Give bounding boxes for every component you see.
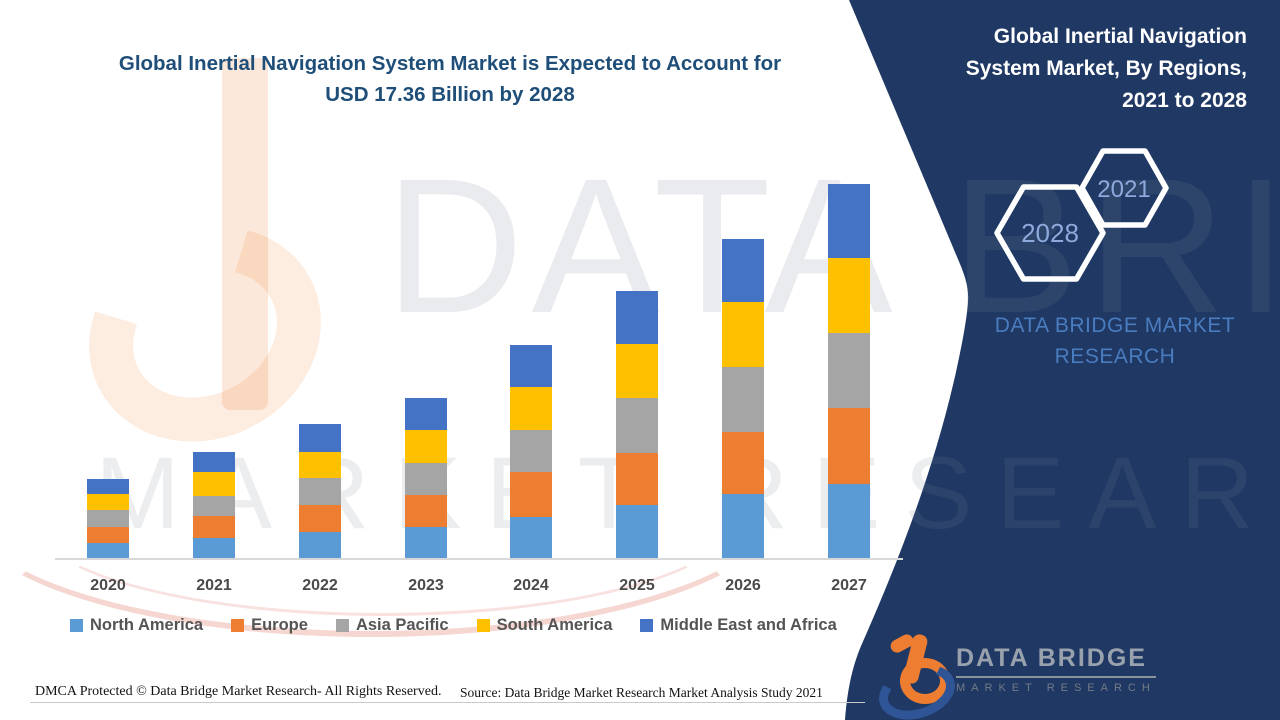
badge-year-2028: 2028	[1021, 218, 1079, 248]
x-axis-line	[55, 558, 903, 560]
panel-brand-caption-line2: RESEARCH	[1054, 345, 1176, 368]
bar-segment-2021-europe	[193, 516, 235, 538]
legend-label: North America	[90, 616, 204, 634]
legend-label: Asia Pacific	[355, 616, 449, 634]
bar-segment-2025-europe	[616, 453, 658, 505]
legend-item-middle-east-and-africa: Middle East and Africa	[640, 616, 837, 635]
panel-heading-line2: System Market, By Regions,	[965, 57, 1247, 80]
bar-segment-2026-middle-east-and-africa	[722, 239, 764, 302]
watermark-text-market-research: MARKET RESEARCH	[95, 436, 1280, 550]
hexagon-badge-2028	[994, 184, 1106, 282]
data-bridge-logo: DATA BRIDGE MARKET RESEARCH	[871, 632, 1156, 720]
watermark-logo-b-stem	[222, 58, 268, 410]
watermark-logo-swoosh	[0, 375, 782, 637]
logo-name: DATA BRIDGE	[956, 644, 1156, 678]
x-axis-label-2020: 2020	[90, 577, 126, 594]
bar-segment-2020-europe	[87, 527, 129, 543]
panel-heading: Global Inertial Navigation System Market…	[902, 21, 1247, 117]
badge-year-2021: 2021	[1097, 176, 1150, 203]
bar-segment-2020-asia-pacific	[87, 510, 129, 527]
legend-swatch-icon	[70, 619, 83, 632]
chart-title-line2: USD 17.36 Billion by 2028	[325, 83, 575, 106]
legend-swatch-icon	[231, 619, 245, 632]
chart-title: Global Inertial Navigation System Market…	[30, 48, 870, 110]
bar-segment-2024-asia-pacific	[510, 430, 552, 472]
bar-segment-2027-south-america	[828, 258, 870, 333]
bar-segment-2022-asia-pacific	[299, 478, 341, 505]
bar-segment-2021-asia-pacific	[193, 496, 235, 516]
x-axis-label-2024: 2024	[513, 577, 549, 594]
legend-item-north-america: North America	[70, 616, 203, 635]
bar-segment-2022-europe	[299, 505, 341, 532]
bar-segment-2023-south-america	[405, 430, 447, 463]
legend-item-europe: Europe	[231, 616, 308, 635]
legend-label: Middle East and Africa	[660, 616, 837, 634]
footer-divider	[30, 702, 865, 703]
bar-segment-2021-middle-east-and-africa	[193, 452, 235, 472]
bar-segment-2022-south-america	[299, 452, 341, 478]
x-axis-label-2021: 2021	[196, 577, 232, 594]
bar-segment-2020-north-america	[87, 543, 129, 559]
logo-swoosh-icon	[871, 655, 963, 720]
panel-brand-caption: DATA BRIDGE MARKET RESEARCH	[960, 310, 1270, 372]
watermark-logo-swoosh-2	[30, 420, 736, 616]
bar-segment-2020-middle-east-and-africa	[87, 479, 129, 494]
legend-swatch-icon	[476, 619, 490, 632]
bar-segment-2027-asia-pacific	[828, 333, 870, 408]
panel-heading-line1: Global Inertial Navigation	[993, 25, 1247, 48]
bar-segment-2027-europe	[828, 408, 870, 484]
bar-segment-2023-north-america	[405, 527, 447, 559]
bar-segment-2021-north-america	[193, 538, 235, 559]
hexagon-badge-2021	[1079, 148, 1169, 228]
bar-segment-2020-south-america	[87, 494, 129, 510]
bar-segment-2026-asia-pacific	[722, 367, 764, 432]
bar-segment-2023-europe	[405, 495, 447, 527]
year-badges: 2028 2021	[994, 148, 1169, 282]
logo-b-bowl	[900, 658, 950, 704]
legend-label: Europe	[251, 616, 308, 634]
bar-segment-2022-middle-east-and-africa	[299, 424, 341, 452]
panel-heading-line3: 2021 to 2028	[1122, 89, 1247, 112]
bar-segment-2026-north-america	[722, 494, 764, 559]
bar-segment-2021-south-america	[193, 472, 235, 496]
x-axis-label-2027: 2027	[831, 577, 867, 594]
logo-tagline: MARKET RESEARCH	[956, 682, 1156, 694]
bar-segment-2025-asia-pacific	[616, 398, 658, 453]
bar-segment-2026-europe	[722, 432, 764, 494]
bar-segment-2024-south-america	[510, 387, 552, 430]
bar-segment-2025-north-america	[616, 505, 658, 559]
source-note: Source: Data Bridge Market Research Mark…	[460, 685, 823, 700]
legend-item-asia-pacific: Asia Pacific	[335, 616, 449, 635]
legend-swatch-icon	[640, 619, 654, 632]
panel-brand-caption-line1: DATA BRIDGE MARKET	[994, 314, 1236, 337]
bar-segment-2023-asia-pacific	[405, 463, 447, 495]
bar-segment-2025-middle-east-and-africa	[616, 291, 658, 344]
bar-segment-2022-north-america	[299, 532, 341, 559]
bar-segment-2027-middle-east-and-africa	[828, 184, 870, 258]
x-axis-label-2022: 2022	[302, 577, 338, 594]
bar-segment-2024-middle-east-and-africa	[510, 345, 552, 387]
bar-segment-2025-south-america	[616, 344, 658, 398]
legend-item-south-america: South America	[476, 616, 613, 635]
legend-swatch-icon	[335, 619, 349, 632]
x-axis-label-2026: 2026	[725, 577, 761, 594]
legend-label: South America	[496, 616, 613, 634]
bar-segment-2027-north-america	[828, 484, 870, 559]
dmca-notice: DMCA Protected © Data Bridge Market Rese…	[35, 684, 442, 699]
bar-segment-2024-europe	[510, 472, 552, 517]
x-axis-label-2025: 2025	[619, 577, 655, 594]
bar-segment-2023-middle-east-and-africa	[405, 398, 447, 430]
chart-title-line1: Global Inertial Navigation System Market…	[118, 52, 782, 75]
logo-text-block: DATA BRIDGE MARKET RESEARCH	[956, 644, 1156, 694]
chart-legend: North America Europe Asia Pacific South Ame…	[70, 616, 837, 635]
bar-segment-2024-north-america	[510, 517, 552, 559]
x-axis-label-2023: 2023	[408, 577, 444, 594]
bar-segment-2026-south-america	[722, 302, 764, 367]
